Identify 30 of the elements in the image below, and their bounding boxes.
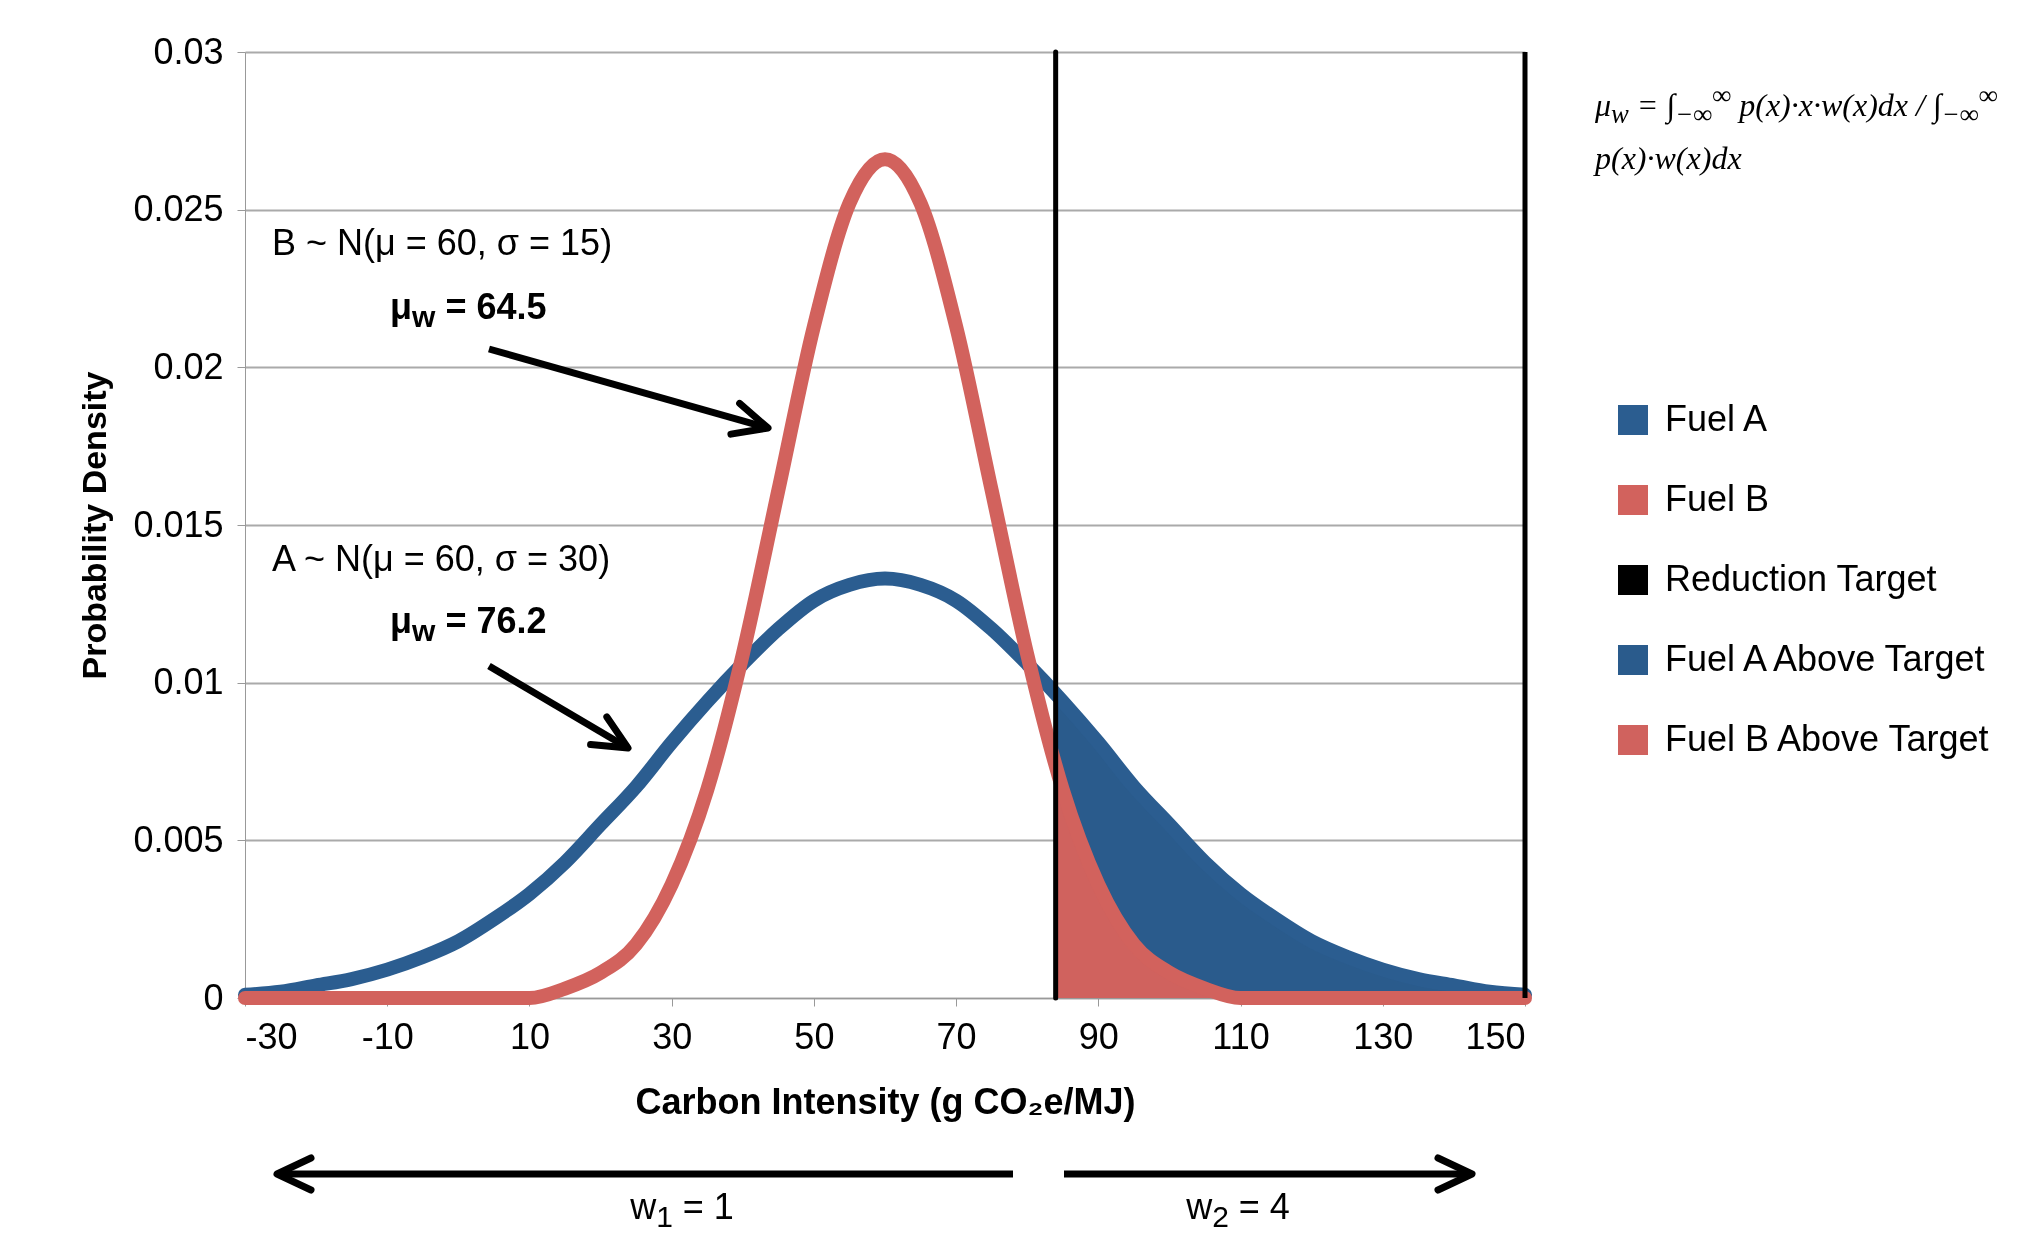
legend-label: Reduction Target [1665, 558, 1937, 599]
legend-label: Fuel A Above Target [1665, 638, 1985, 679]
y-tick-label: 0.015 [133, 503, 224, 545]
x-tick-label: -10 [361, 1015, 414, 1057]
annotation: μ$_{w}$ = 76.2 [390, 600, 547, 649]
y-tick-label: 0.02 [153, 345, 224, 387]
y-tick-label: 0.005 [133, 818, 224, 860]
x-tick-label: 150 [1465, 1015, 1526, 1057]
x-tick-label: -30 [245, 1015, 298, 1057]
x-tick-label: 10 [509, 1015, 550, 1057]
y-tick-label: 0.01 [153, 661, 224, 703]
legend-label: Fuel B Above Target [1665, 718, 1989, 759]
y-tick-label: 0 [203, 976, 224, 1018]
annotation: A ~ N(μ = 60, σ = 30) [272, 538, 611, 580]
x-tick-label: 30 [652, 1015, 693, 1057]
text: w$_{1}$ = 1 [630, 1186, 734, 1235]
x-tick-label: 50 [794, 1015, 835, 1057]
y-axis-title: Probability Density [75, 371, 114, 680]
legend-label: Fuel A [1665, 398, 1768, 439]
y-tick-label: 0.03 [153, 30, 224, 72]
x-tick-label: 90 [1078, 1015, 1119, 1057]
text: w$_{2}$ = 4 [1186, 1186, 1290, 1235]
y-tick-label: 0.025 [133, 188, 224, 230]
legend-label: Fuel B [1665, 478, 1770, 519]
x-tick-label: 130 [1353, 1015, 1414, 1057]
annotation: B ~ N(μ = 60, σ = 15) [272, 222, 613, 264]
x-tick-label: 110 [1212, 1015, 1270, 1057]
x-tick-label: 70 [936, 1015, 977, 1057]
annotation: μ$_{w}$ = 64.5 [390, 286, 547, 335]
x-axis-title: Carbon Intensity (g CO₂e/MJ) [635, 1080, 1136, 1122]
